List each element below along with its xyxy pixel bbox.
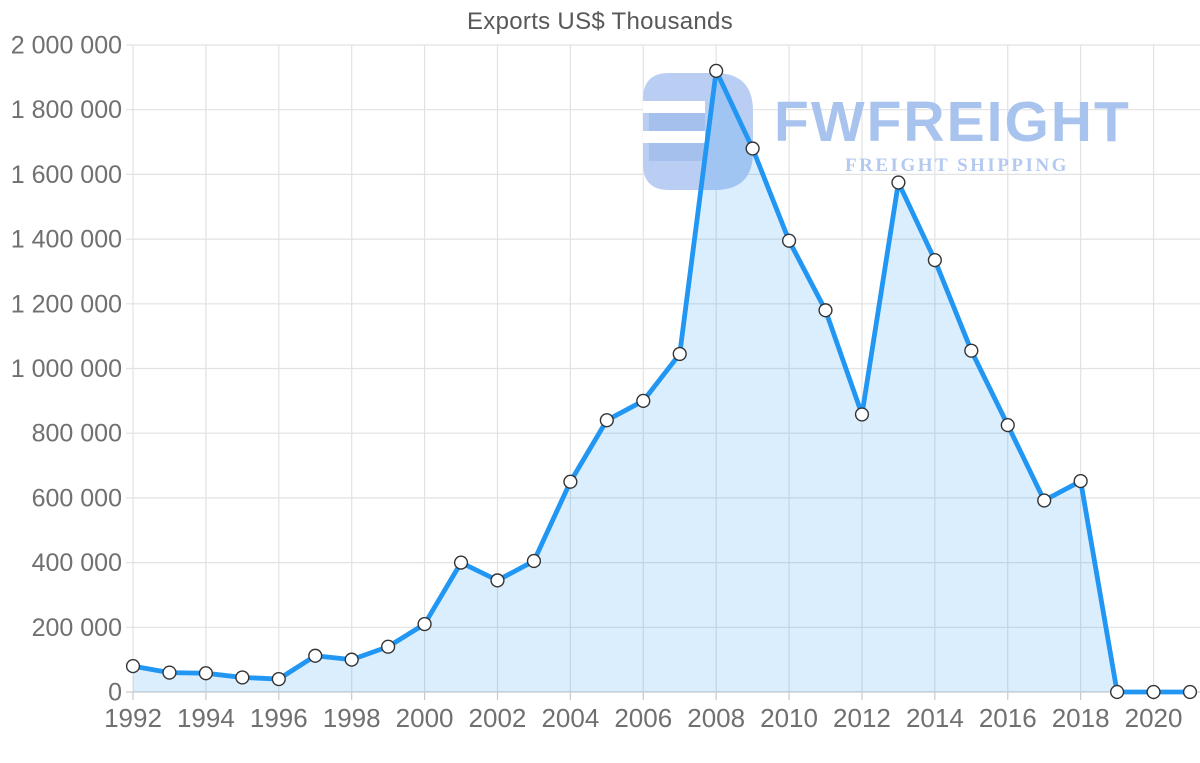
data-point-2007[interactable] xyxy=(672,346,687,362)
data-point-1992[interactable] xyxy=(125,659,141,674)
x-axis-label: 2014 xyxy=(906,703,964,733)
exports-line xyxy=(130,68,1193,695)
data-point-1996[interactable] xyxy=(271,671,286,687)
chart-title: Exports US$ Thousands xyxy=(467,8,733,35)
y-axis-label: 2 000 000 xyxy=(11,32,122,60)
data-point-2000[interactable] xyxy=(417,616,432,632)
data-point-1997[interactable] xyxy=(308,648,323,663)
x-axis-label: 2006 xyxy=(614,703,672,733)
data-point-2001[interactable] xyxy=(453,555,469,570)
x-axis-label: 2008 xyxy=(687,703,745,733)
data-point-2005[interactable] xyxy=(599,413,614,428)
data-point-1998[interactable] xyxy=(344,652,359,667)
x-axis-label: 2016 xyxy=(979,703,1037,733)
data-point-2019[interactable] xyxy=(1110,684,1125,700)
y-axis-label: 0 xyxy=(108,679,122,707)
y-axis-label: 1 000 000 xyxy=(11,355,122,383)
y-axis-label: 600 000 xyxy=(32,484,122,512)
data-point-2009[interactable] xyxy=(745,141,760,156)
x-axis-label: 1992 xyxy=(104,703,162,733)
data-point-2012[interactable] xyxy=(854,407,870,422)
data-point-1999[interactable] xyxy=(381,639,396,654)
data-point-2017[interactable] xyxy=(1037,493,1052,508)
y-axis-label: 1 800 000 xyxy=(11,96,122,124)
y-axis-label: 400 000 xyxy=(32,549,122,577)
data-point-2016[interactable] xyxy=(1000,418,1015,433)
x-axis-label: 2004 xyxy=(541,703,599,733)
x-axis-label: 1998 xyxy=(323,703,381,733)
area-fill xyxy=(133,70,1190,692)
data-point-1993[interactable] xyxy=(162,665,177,680)
data-point-2020[interactable] xyxy=(1146,684,1161,700)
data-point-2014[interactable] xyxy=(927,253,942,268)
data-point-2011[interactable] xyxy=(818,303,833,318)
data-point-2006[interactable] xyxy=(636,393,651,408)
x-axis-label: 2012 xyxy=(833,703,891,733)
data-point-1995[interactable] xyxy=(235,670,250,685)
data-point-1994[interactable] xyxy=(198,666,213,681)
data-point-2002[interactable] xyxy=(490,573,505,588)
x-axis-label: 2002 xyxy=(469,703,527,733)
x-axis-label: 2010 xyxy=(760,703,818,733)
y-axis-label: 1 600 000 xyxy=(11,161,122,189)
data-point-2018[interactable] xyxy=(1073,473,1088,489)
data-point-2021[interactable] xyxy=(1182,684,1198,700)
data-point-2004[interactable] xyxy=(563,474,578,489)
y-axis-label: 1 400 000 xyxy=(11,226,122,254)
y-axis-label: 800 000 xyxy=(32,420,122,448)
data-points xyxy=(125,63,1198,700)
x-axis-label: 2018 xyxy=(1052,703,1110,733)
x-axis-label: 1994 xyxy=(177,703,235,733)
data-point-2008[interactable] xyxy=(709,63,724,78)
data-point-2010[interactable] xyxy=(781,233,797,248)
x-axis-label: 2020 xyxy=(1125,703,1183,733)
data-point-2003[interactable] xyxy=(526,553,542,569)
y-axis-label: 200 000 xyxy=(32,614,122,642)
x-axis-label: 2000 xyxy=(396,703,454,733)
data-point-2015[interactable] xyxy=(964,343,979,358)
y-axis-label: 1 200 000 xyxy=(11,290,122,318)
x-axis-label: 1996 xyxy=(250,703,308,733)
data-point-2013[interactable] xyxy=(891,175,906,190)
